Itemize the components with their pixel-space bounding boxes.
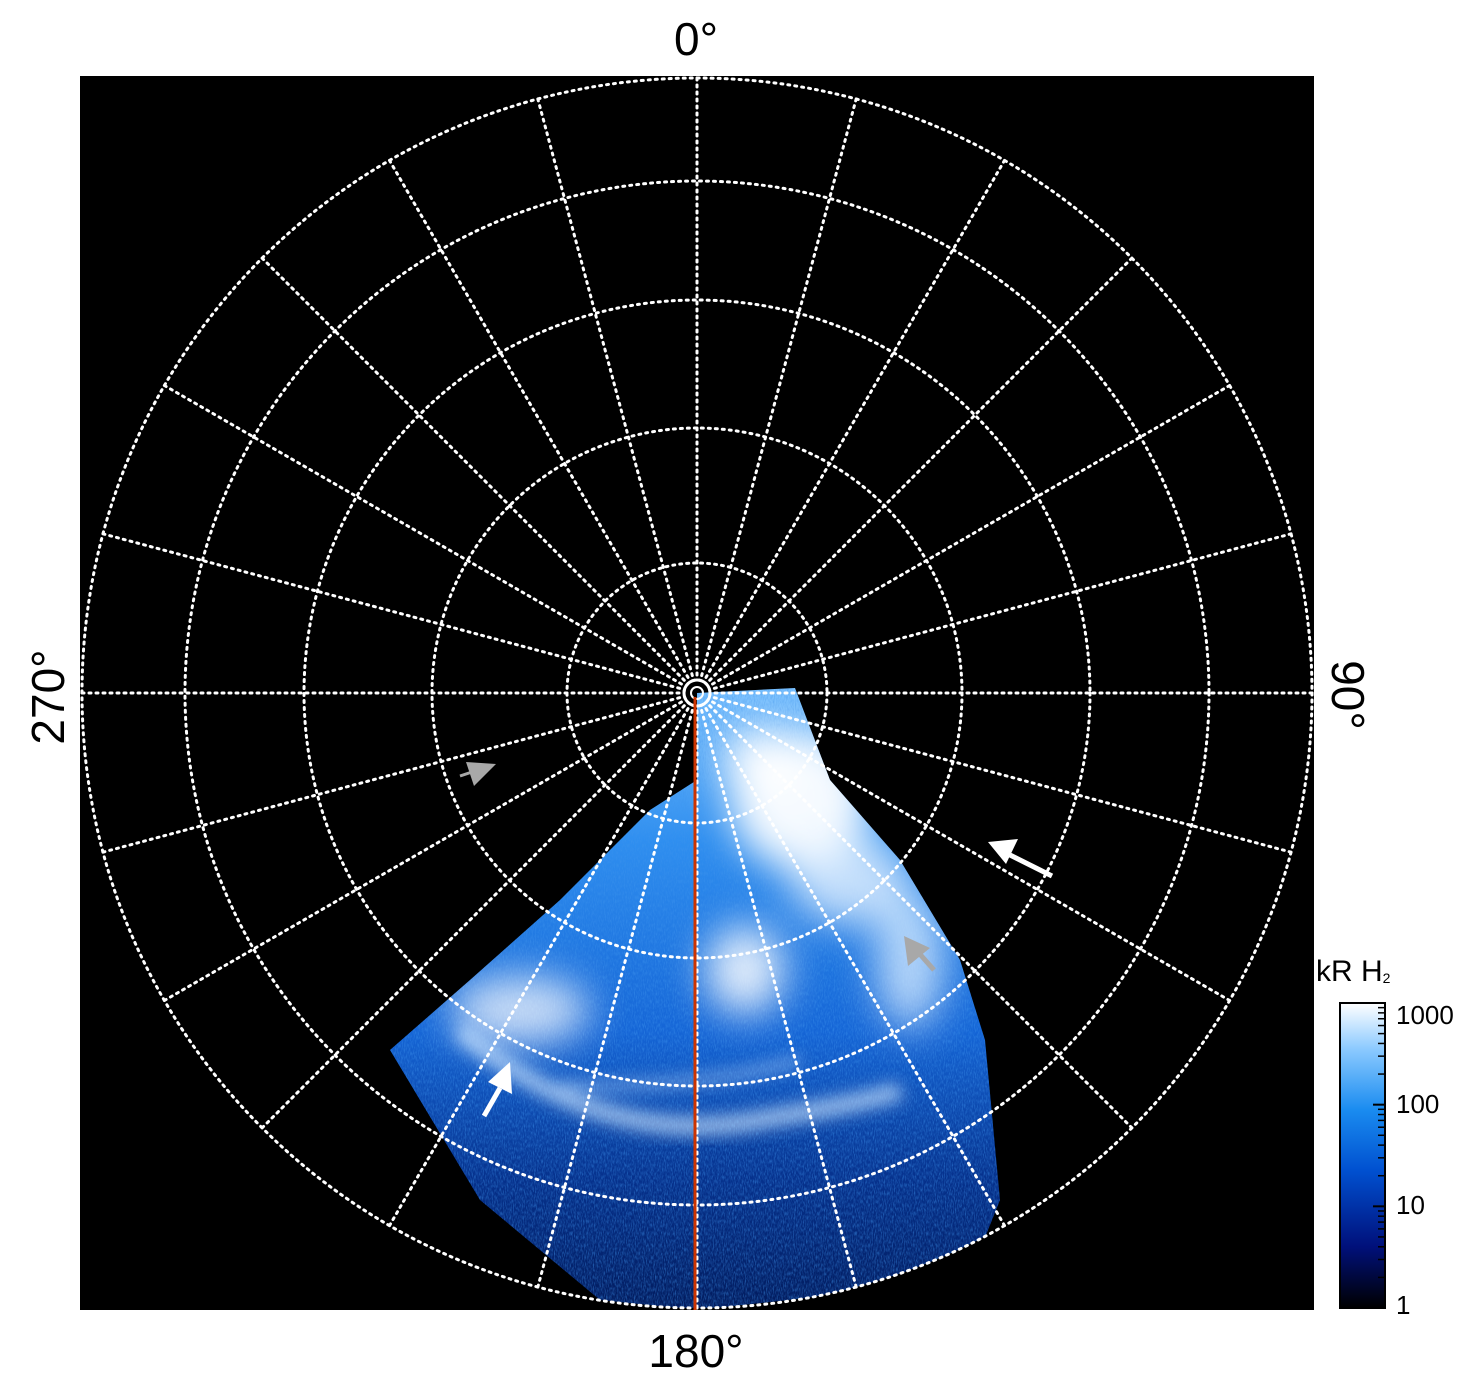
grid-meridian-315 [260,256,686,682]
grid-meridian-15 [700,97,858,678]
grid-ring-3 [302,298,1092,1088]
colorbar-tick-label: 1000 [1396,1000,1454,1030]
arrow-white-lower-left [481,1062,512,1118]
grid-meridian-150 [704,707,1006,1228]
grid-ring-4 [183,179,1211,1207]
annotation-arrows [459,762,1054,1118]
colorbar-title-text: kR H [1316,955,1383,988]
grid-meridian-75 [712,532,1293,690]
grid-meridian-195 [536,708,694,1289]
grid-meridian-240 [162,700,683,1002]
oval-arc [454,1023,905,1135]
colorbar [1339,1002,1386,1309]
grid-meridian-30 [704,158,1006,679]
colorbar-ticks [1373,1002,1385,1309]
grid-meridian-210 [388,707,690,1228]
grid-meridian-330 [388,158,690,679]
pole-marker-inner [690,686,704,700]
grid-meridian-60 [711,384,1232,686]
grid-meridian-345 [536,97,694,678]
pole-marker-outer [682,678,712,708]
arrow-white-right [988,839,1054,879]
grid-meridian-105 [712,696,1293,854]
colorbar-tick-label: 1 [1396,1290,1411,1320]
grid-meridian-255 [101,696,682,854]
azimuth-label-top: 0° [674,13,718,65]
arrow-gray-right [904,936,936,972]
grid-meridian-300 [162,384,683,686]
grid-meridian-285 [101,532,682,690]
colorbar-tick-label: 10 [1396,1190,1425,1221]
azimuth-label-right: 90° [1322,660,1374,730]
azimuth-label-bottom: 180° [648,1325,744,1377]
colorbar-title: kR H2 [1316,955,1390,989]
colorbar-gradient [1339,1002,1386,1309]
grid-meridian-225 [260,704,686,1130]
grid-meridian-135 [708,704,1134,1130]
polar-grid [80,76,1314,1310]
colorbar-title-subscript: 2 [1382,970,1391,986]
colorbar-tick-label: 100 [1396,1088,1440,1119]
arrow-gray-left [459,762,496,786]
grid-meridian-165 [700,708,858,1289]
grid-meridian-120 [711,700,1232,1002]
azimuth-label-left: 270° [22,649,74,745]
grid-meridian-45 [708,256,1134,682]
